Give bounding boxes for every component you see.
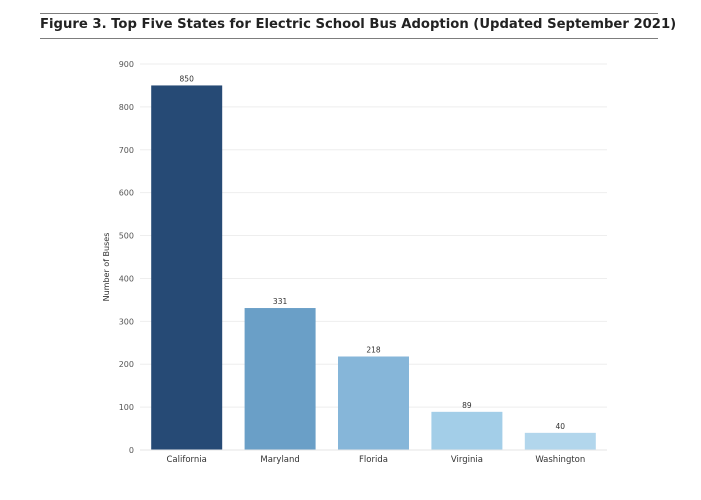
bar-florida <box>338 356 409 450</box>
y-tick-label: 800 <box>119 103 134 112</box>
bars <box>151 85 596 450</box>
bar-maryland <box>244 308 316 450</box>
y-tick-label: 500 <box>119 232 134 241</box>
bar-washington <box>524 432 596 450</box>
bar-virginia <box>431 411 503 450</box>
title-rule-top <box>40 13 658 14</box>
data-label-florida: 218 <box>366 346 381 355</box>
y-tick-label: 600 <box>119 189 134 198</box>
data-label-maryland: 331 <box>273 297 288 306</box>
y-tick-label: 400 <box>119 274 134 283</box>
y-tick-label: 100 <box>119 403 134 412</box>
y-tick-label: 300 <box>119 317 134 326</box>
x-tick-label-california: California <box>167 455 207 465</box>
y-tick-label: 200 <box>119 360 134 369</box>
y-tick-label: 700 <box>119 146 134 155</box>
data-label-california: 850 <box>180 74 195 83</box>
data-labels: 850 331 218 89 40 <box>180 74 566 430</box>
data-label-washington: 40 <box>556 422 566 431</box>
x-tick-label-maryland: Maryland <box>260 455 299 465</box>
title-rule-bottom <box>40 38 658 39</box>
y-axis-title: Number of Buses <box>102 233 111 302</box>
data-label-virginia: 89 <box>462 401 472 410</box>
x-tick-label-washington: Washington <box>535 455 585 465</box>
bar-california <box>151 85 223 450</box>
x-axis-labels: California Maryland Florida Virginia Washing… <box>167 455 586 465</box>
y-tick-label: 0 <box>129 446 134 455</box>
y-tick-label: 900 <box>119 60 134 69</box>
y-axis-ticks: 0 100 200 300 400 500 600 700 800 900 <box>119 60 134 455</box>
x-tick-label-virginia: Virginia <box>451 455 483 465</box>
x-tick-label-florida: Florida <box>359 455 388 465</box>
figure-title: Figure 3. Top Five States for Electric S… <box>40 17 677 32</box>
